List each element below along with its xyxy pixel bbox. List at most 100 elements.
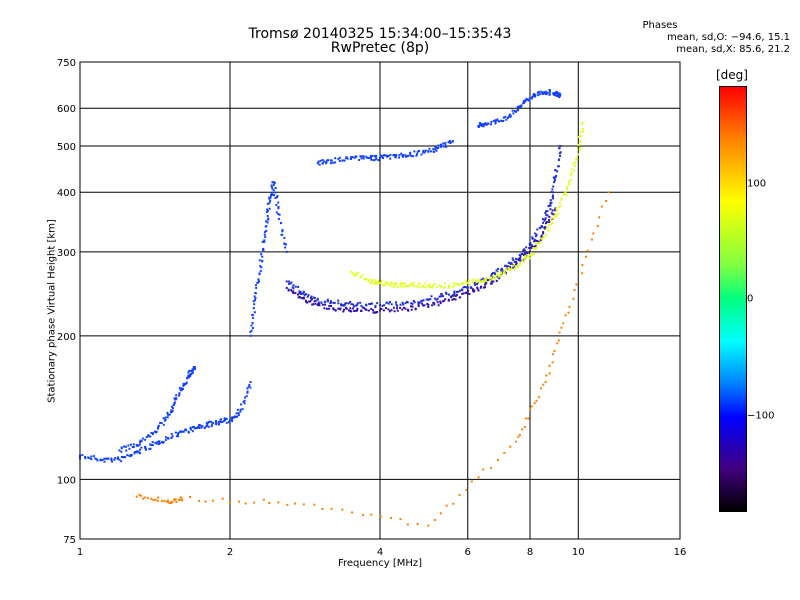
echo-trace-point	[317, 160, 320, 163]
echo-trace-point	[253, 295, 256, 298]
echo-trace-point	[401, 155, 404, 158]
echo-trace-point	[228, 501, 231, 504]
echo-trace-point	[545, 222, 548, 225]
echo-trace-point	[523, 249, 526, 252]
echo-trace-point	[323, 307, 326, 310]
echo-trace-point	[496, 119, 499, 122]
echo-trace-point	[499, 275, 502, 278]
echo-trace-point	[433, 518, 436, 521]
echo-trace-point	[173, 499, 176, 502]
echo-trace-point	[303, 294, 306, 297]
echo-trace-point	[543, 235, 546, 238]
echo-trace-point	[164, 439, 167, 442]
echo-trace-point	[534, 95, 537, 98]
y-tick-label: 300	[57, 248, 76, 259]
echo-trace-point	[439, 300, 442, 303]
echo-trace-point	[382, 284, 385, 287]
echo-trace-point	[228, 421, 231, 424]
echo-trace-point	[572, 162, 575, 165]
echo-trace-point	[197, 499, 200, 502]
echo-trace-point	[178, 386, 181, 389]
echo-trace-point	[433, 297, 436, 300]
echo-trace-point	[579, 146, 582, 149]
echo-trace-point	[529, 242, 532, 245]
echo-trace-point	[105, 457, 108, 460]
echo-trace-point	[153, 430, 156, 433]
echo-trace-point	[465, 286, 468, 289]
data-point	[554, 207, 557, 210]
echo-trace-point	[509, 115, 512, 118]
echo-trace-point	[465, 488, 468, 491]
echo-trace-point	[365, 277, 368, 280]
echo-trace-point	[167, 499, 170, 502]
echo-trace-point	[329, 300, 332, 303]
echo-trace-point	[406, 155, 409, 158]
echo-trace-point	[384, 154, 387, 157]
echo-trace-point	[510, 267, 513, 270]
echo-trace-point	[502, 119, 505, 122]
echo-trace-point	[507, 265, 510, 268]
echo-trace-point	[539, 226, 542, 229]
echo-trace-point	[173, 397, 176, 400]
echo-trace-point	[568, 182, 571, 185]
echo-trace-point	[376, 302, 379, 305]
echo-trace-point	[251, 327, 254, 330]
echo-trace-point	[304, 300, 307, 303]
echo-trace-point	[203, 427, 206, 430]
echo-trace-point	[512, 266, 515, 269]
echo-trace-point	[246, 391, 249, 394]
x-tick-label: 16	[674, 547, 687, 558]
echo-trace-point	[341, 508, 344, 511]
echo-trace-point	[329, 304, 332, 307]
echo-trace-point	[128, 454, 131, 457]
echo-trace-point	[87, 456, 90, 459]
echo-trace-point	[236, 415, 239, 418]
data-layer	[78, 89, 610, 527]
echo-trace-point	[276, 196, 279, 199]
echo-trace-point	[371, 154, 374, 157]
echo-trace-point	[255, 284, 258, 287]
echo-trace-point	[535, 243, 538, 246]
echo-trace-point	[544, 211, 547, 214]
echo-trace-point	[382, 157, 385, 160]
echo-trace-point	[186, 376, 189, 379]
echo-trace-point	[396, 307, 399, 310]
echo-trace-point	[465, 281, 468, 284]
echo-trace-point	[466, 289, 469, 292]
echo-trace-point	[341, 304, 344, 307]
echo-trace-point	[418, 285, 421, 288]
echo-trace-point	[390, 281, 393, 284]
echo-trace-point	[542, 383, 545, 386]
echo-trace-point	[480, 278, 483, 281]
echo-trace-point	[476, 286, 479, 289]
echo-trace-point	[526, 252, 529, 255]
echo-trace-point	[198, 423, 201, 426]
echo-trace-point	[262, 247, 265, 250]
echo-trace-point	[482, 123, 485, 126]
echo-trace-point	[531, 95, 534, 98]
echo-trace-point	[406, 308, 409, 311]
echo-trace-point	[471, 288, 474, 291]
data-point	[542, 221, 545, 224]
echo-trace-point	[220, 418, 223, 421]
data-point	[394, 283, 397, 286]
echo-trace-point	[570, 178, 573, 181]
echo-trace-point	[290, 281, 293, 284]
echo-trace-point	[432, 148, 435, 151]
echo-trace-point	[402, 154, 405, 157]
echo-trace-point	[545, 221, 548, 224]
echo-trace-point	[559, 151, 562, 154]
data-point	[500, 272, 503, 275]
echo-trace-point	[526, 255, 529, 258]
echo-trace-point	[342, 304, 345, 307]
echo-trace-point	[296, 293, 299, 296]
echo-trace-point	[268, 501, 271, 504]
echo-trace-point	[107, 457, 110, 460]
echo-trace-point	[525, 97, 528, 100]
echo-trace-point	[138, 441, 141, 444]
data-point	[151, 432, 154, 435]
echo-trace-point	[270, 193, 273, 196]
echo-trace-point	[512, 112, 515, 115]
echo-trace-point	[90, 458, 93, 461]
echo-trace-point	[193, 368, 196, 371]
